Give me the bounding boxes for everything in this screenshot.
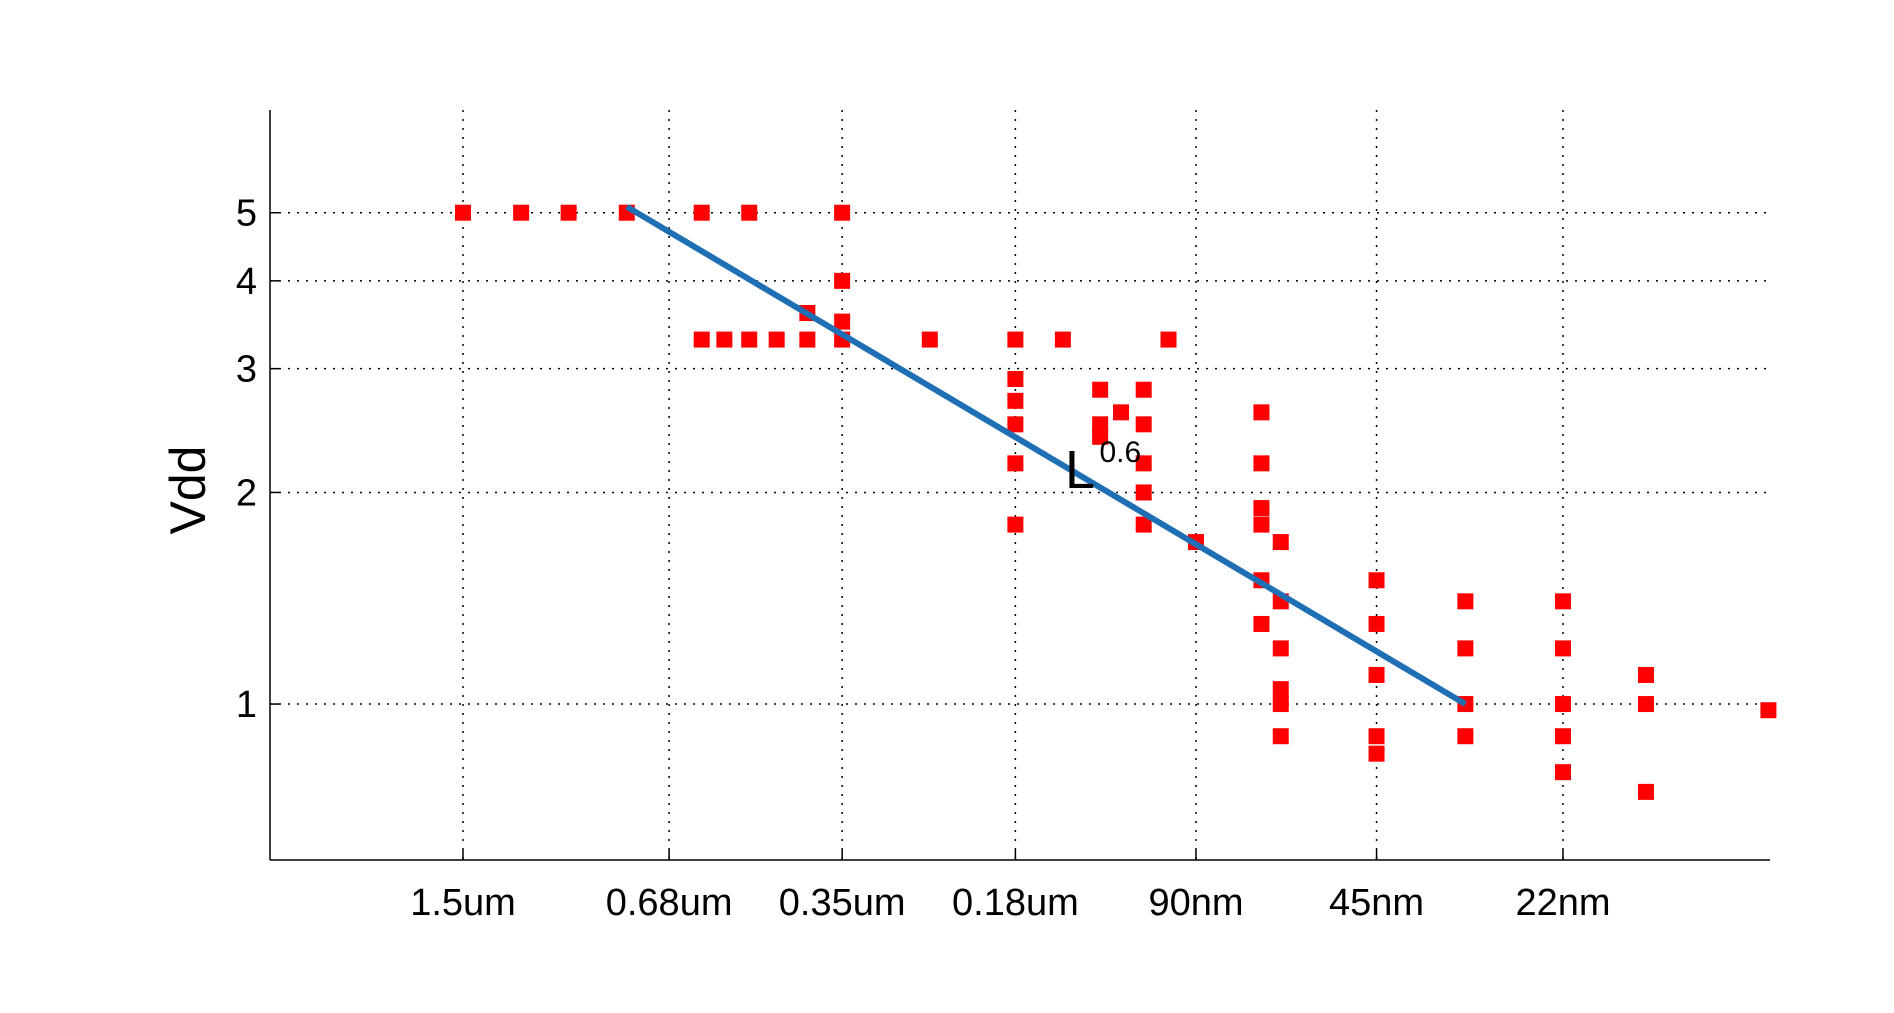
data-point: [741, 204, 758, 221]
data-point: [1368, 728, 1385, 745]
data-point: [1272, 534, 1289, 551]
data-point: [455, 204, 471, 221]
y-axis-title: Vdd: [160, 446, 216, 535]
data-point: [1368, 666, 1385, 683]
fit-annotation-base: L: [1065, 440, 1095, 500]
x-tick-label: 45nm: [1329, 882, 1424, 924]
data-point: [799, 331, 816, 348]
data-point: [693, 204, 710, 221]
y-tick-label: 5: [236, 193, 257, 235]
data-point: [1637, 783, 1654, 800]
data-point: [768, 331, 785, 348]
x-tick-labels: 1.5um 0.68um 0.35um 0.18um 90nm 45nm 22nm: [410, 882, 1610, 924]
data-point: [1272, 728, 1289, 745]
data-point: [1555, 640, 1571, 657]
data-point: [1555, 696, 1571, 713]
data-point: [1253, 615, 1270, 632]
data-point: [834, 272, 851, 289]
data-point: [1007, 455, 1024, 472]
data-point: [1272, 696, 1289, 713]
data-point: [1007, 371, 1024, 388]
y-tick-label: 3: [236, 349, 257, 391]
x-tick-label: 0.18um: [952, 882, 1079, 924]
y-tick-labels: 1 2 3 4 5: [236, 193, 257, 726]
data-point: [1555, 593, 1571, 610]
gridlines: [270, 110, 1770, 860]
fit-line: [625, 204, 1467, 707]
data-point: [1368, 572, 1385, 589]
fit-annotation: L 0.6: [1065, 436, 1141, 500]
data-point: [1637, 666, 1654, 683]
data-point: [1135, 516, 1152, 533]
data-point: [1253, 404, 1270, 421]
x-tick-label: 22nm: [1515, 882, 1610, 924]
fit-annotation-exponent: 0.6: [1100, 436, 1142, 469]
data-point: [1760, 702, 1777, 719]
data-point: [1457, 640, 1474, 657]
data-point: [1253, 516, 1270, 533]
data-point: [1160, 331, 1177, 348]
data-point: [560, 204, 577, 221]
data-point: [741, 331, 758, 348]
data-point: [1054, 331, 1071, 348]
data-point: [1253, 455, 1270, 472]
data-point: [1368, 745, 1385, 762]
data-point: [1135, 416, 1152, 433]
data-point: [834, 204, 851, 221]
data-point: [1253, 500, 1270, 517]
y-tick-label: 2: [236, 472, 257, 514]
data-point: [1007, 392, 1024, 409]
data-point: [1092, 416, 1109, 433]
data-point: [716, 331, 733, 348]
axes: [269, 110, 1770, 861]
data-point: [1135, 484, 1152, 501]
data-point: [1637, 696, 1654, 713]
x-tick-label: 0.35um: [779, 882, 906, 924]
data-points: [455, 204, 1777, 800]
data-point: [1007, 516, 1024, 533]
data-point: [834, 313, 851, 330]
data-point: [513, 204, 530, 221]
y-tick-label: 4: [236, 261, 257, 303]
data-point: [1092, 428, 1109, 445]
data-point: [1272, 681, 1289, 698]
data-point: [1092, 381, 1109, 398]
data-point: [693, 331, 710, 348]
data-point: [1457, 728, 1474, 745]
data-point: [1555, 764, 1571, 781]
data-point: [1007, 331, 1024, 348]
data-point: [1007, 416, 1024, 433]
data-point: [1457, 593, 1474, 610]
y-tick-label: 1: [236, 684, 257, 726]
data-point: [1135, 455, 1152, 472]
data-point: [1135, 381, 1152, 398]
data-point: [1555, 728, 1571, 745]
data-point: [1272, 640, 1289, 657]
x-tick-label: 0.68um: [606, 882, 733, 924]
x-tick-label: 1.5um: [410, 882, 516, 924]
data-point: [921, 331, 938, 348]
data-point: [1113, 404, 1130, 421]
data-point: [1368, 615, 1385, 632]
x-tick-label: 90nm: [1148, 882, 1243, 924]
